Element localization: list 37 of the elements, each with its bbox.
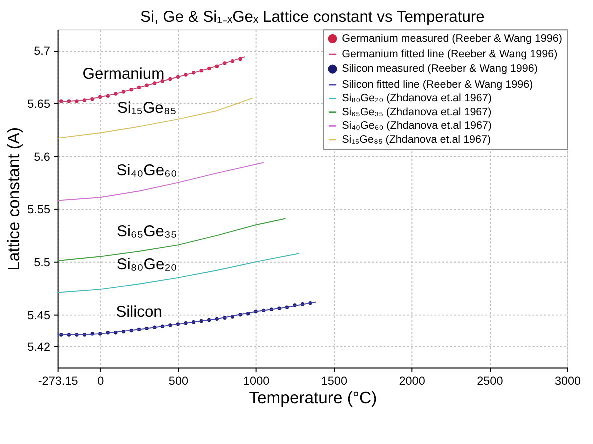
x-tick-label: 2000: [399, 374, 426, 388]
chart-title: Si, Ge & Si₁₋ₓGeₓ Lattice constant vs Temperature: [140, 9, 486, 26]
line-series: [58, 253, 300, 294]
line-series: [58, 98, 254, 139]
annotation: Si₈₀Ge₂₀: [116, 256, 178, 274]
x-axis-title: Temperature (°C): [249, 388, 378, 408]
y-tick-label: 5.55: [28, 204, 51, 217]
annotation: Si₆₅Ge₃₅: [116, 224, 178, 241]
x-tick-label: -273.15: [38, 374, 79, 388]
legend-label: Si₁₅Ge₈₅ (Zhdanova et.al 1967): [342, 134, 492, 146]
x-tick-label: 1500: [321, 374, 348, 388]
legend-label: Si₄₀Ge₆₀ (Zhdanova et.al 1967): [342, 120, 492, 132]
legend-label: Germanium measured (Reeber & Wang 1996): [342, 32, 562, 45]
x-tick-label: 2500: [477, 374, 504, 388]
y-tick-label: 5.5: [34, 256, 51, 270]
legend-label: Si₆₅Ge₃₅ (Zhdanova et.al 1967): [342, 106, 492, 118]
annotation: Si₁₅Ge₈₅: [117, 100, 177, 118]
annotation: Si₄₀Ge₆₀: [116, 162, 178, 180]
annotation: Silicon: [116, 304, 162, 321]
legend-label: Germanium fitted line (Reeber & Wang 1996): [342, 48, 558, 61]
y-tick-label: 5.42: [28, 341, 50, 354]
y-tick-label: 5.45: [28, 309, 51, 322]
legend-label: Silicon measured (Reeber & Wang 1996): [342, 63, 538, 76]
y-tick-label: 5.7: [34, 45, 50, 58]
x-tick-label: 0: [98, 374, 105, 388]
y-tick-label: 5.6: [34, 150, 51, 164]
y-tick-label: 5.65: [28, 98, 51, 111]
legend-label: Si₈₀Ge₂₀ (Zhdanova et.al 1967): [342, 92, 492, 105]
x-tick-label: 1000: [244, 374, 270, 388]
y-axis-title: Lattice constant (A): [4, 127, 24, 271]
legend-label: Silicon fitted line (Reeber & Wang 1996): [342, 78, 534, 91]
line-series: [58, 162, 264, 202]
line-series: [58, 302, 317, 336]
annotation: Germanium: [82, 66, 165, 84]
x-tick-label: 500: [168, 374, 189, 388]
x-tick-label: 3000: [554, 374, 582, 388]
line-series: [58, 56, 246, 102]
